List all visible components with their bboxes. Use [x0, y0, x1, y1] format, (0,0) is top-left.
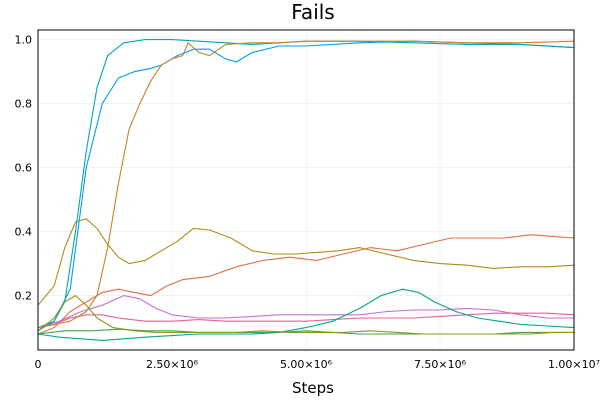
- series-line-5: [37, 218, 575, 306]
- x-tick-label: 2.50×10⁶: [146, 358, 199, 371]
- y-tick-label: 0.4: [15, 226, 33, 239]
- y-tick-labels: 0.2 0.4 0.6 0.8 1.0: [15, 34, 33, 303]
- y-tick-label: 0.6: [15, 162, 33, 175]
- y-tick-label: 1.0: [15, 34, 33, 47]
- x-axis-label: Steps: [292, 379, 334, 397]
- x-tick-label: 5.00×10⁶: [280, 358, 333, 371]
- x-tick-label: 1.00×10⁷: [548, 358, 600, 371]
- plot-frame: [37, 29, 575, 351]
- series-line-10: [37, 295, 574, 335]
- x-tick-labels: 0 2.50×10⁶ 5.00×10⁶ 7.50×10⁶ 1.00×10⁷: [35, 358, 600, 371]
- y-tick-label: 0.8: [15, 98, 33, 111]
- series-line-7: [37, 312, 575, 329]
- series-line-8: [37, 40, 575, 329]
- series-line-4: [37, 295, 574, 329]
- series-group: [37, 39, 575, 341]
- x-tick-label: 7.50×10⁶: [414, 358, 467, 371]
- chart-title: Fails: [291, 0, 334, 24]
- x-tick-label: 0: [35, 358, 42, 371]
- series-line-9: [37, 288, 575, 341]
- y-tick-label: 0.2: [15, 290, 33, 303]
- series-line-2: [37, 234, 575, 335]
- series-line-6: [37, 39, 575, 332]
